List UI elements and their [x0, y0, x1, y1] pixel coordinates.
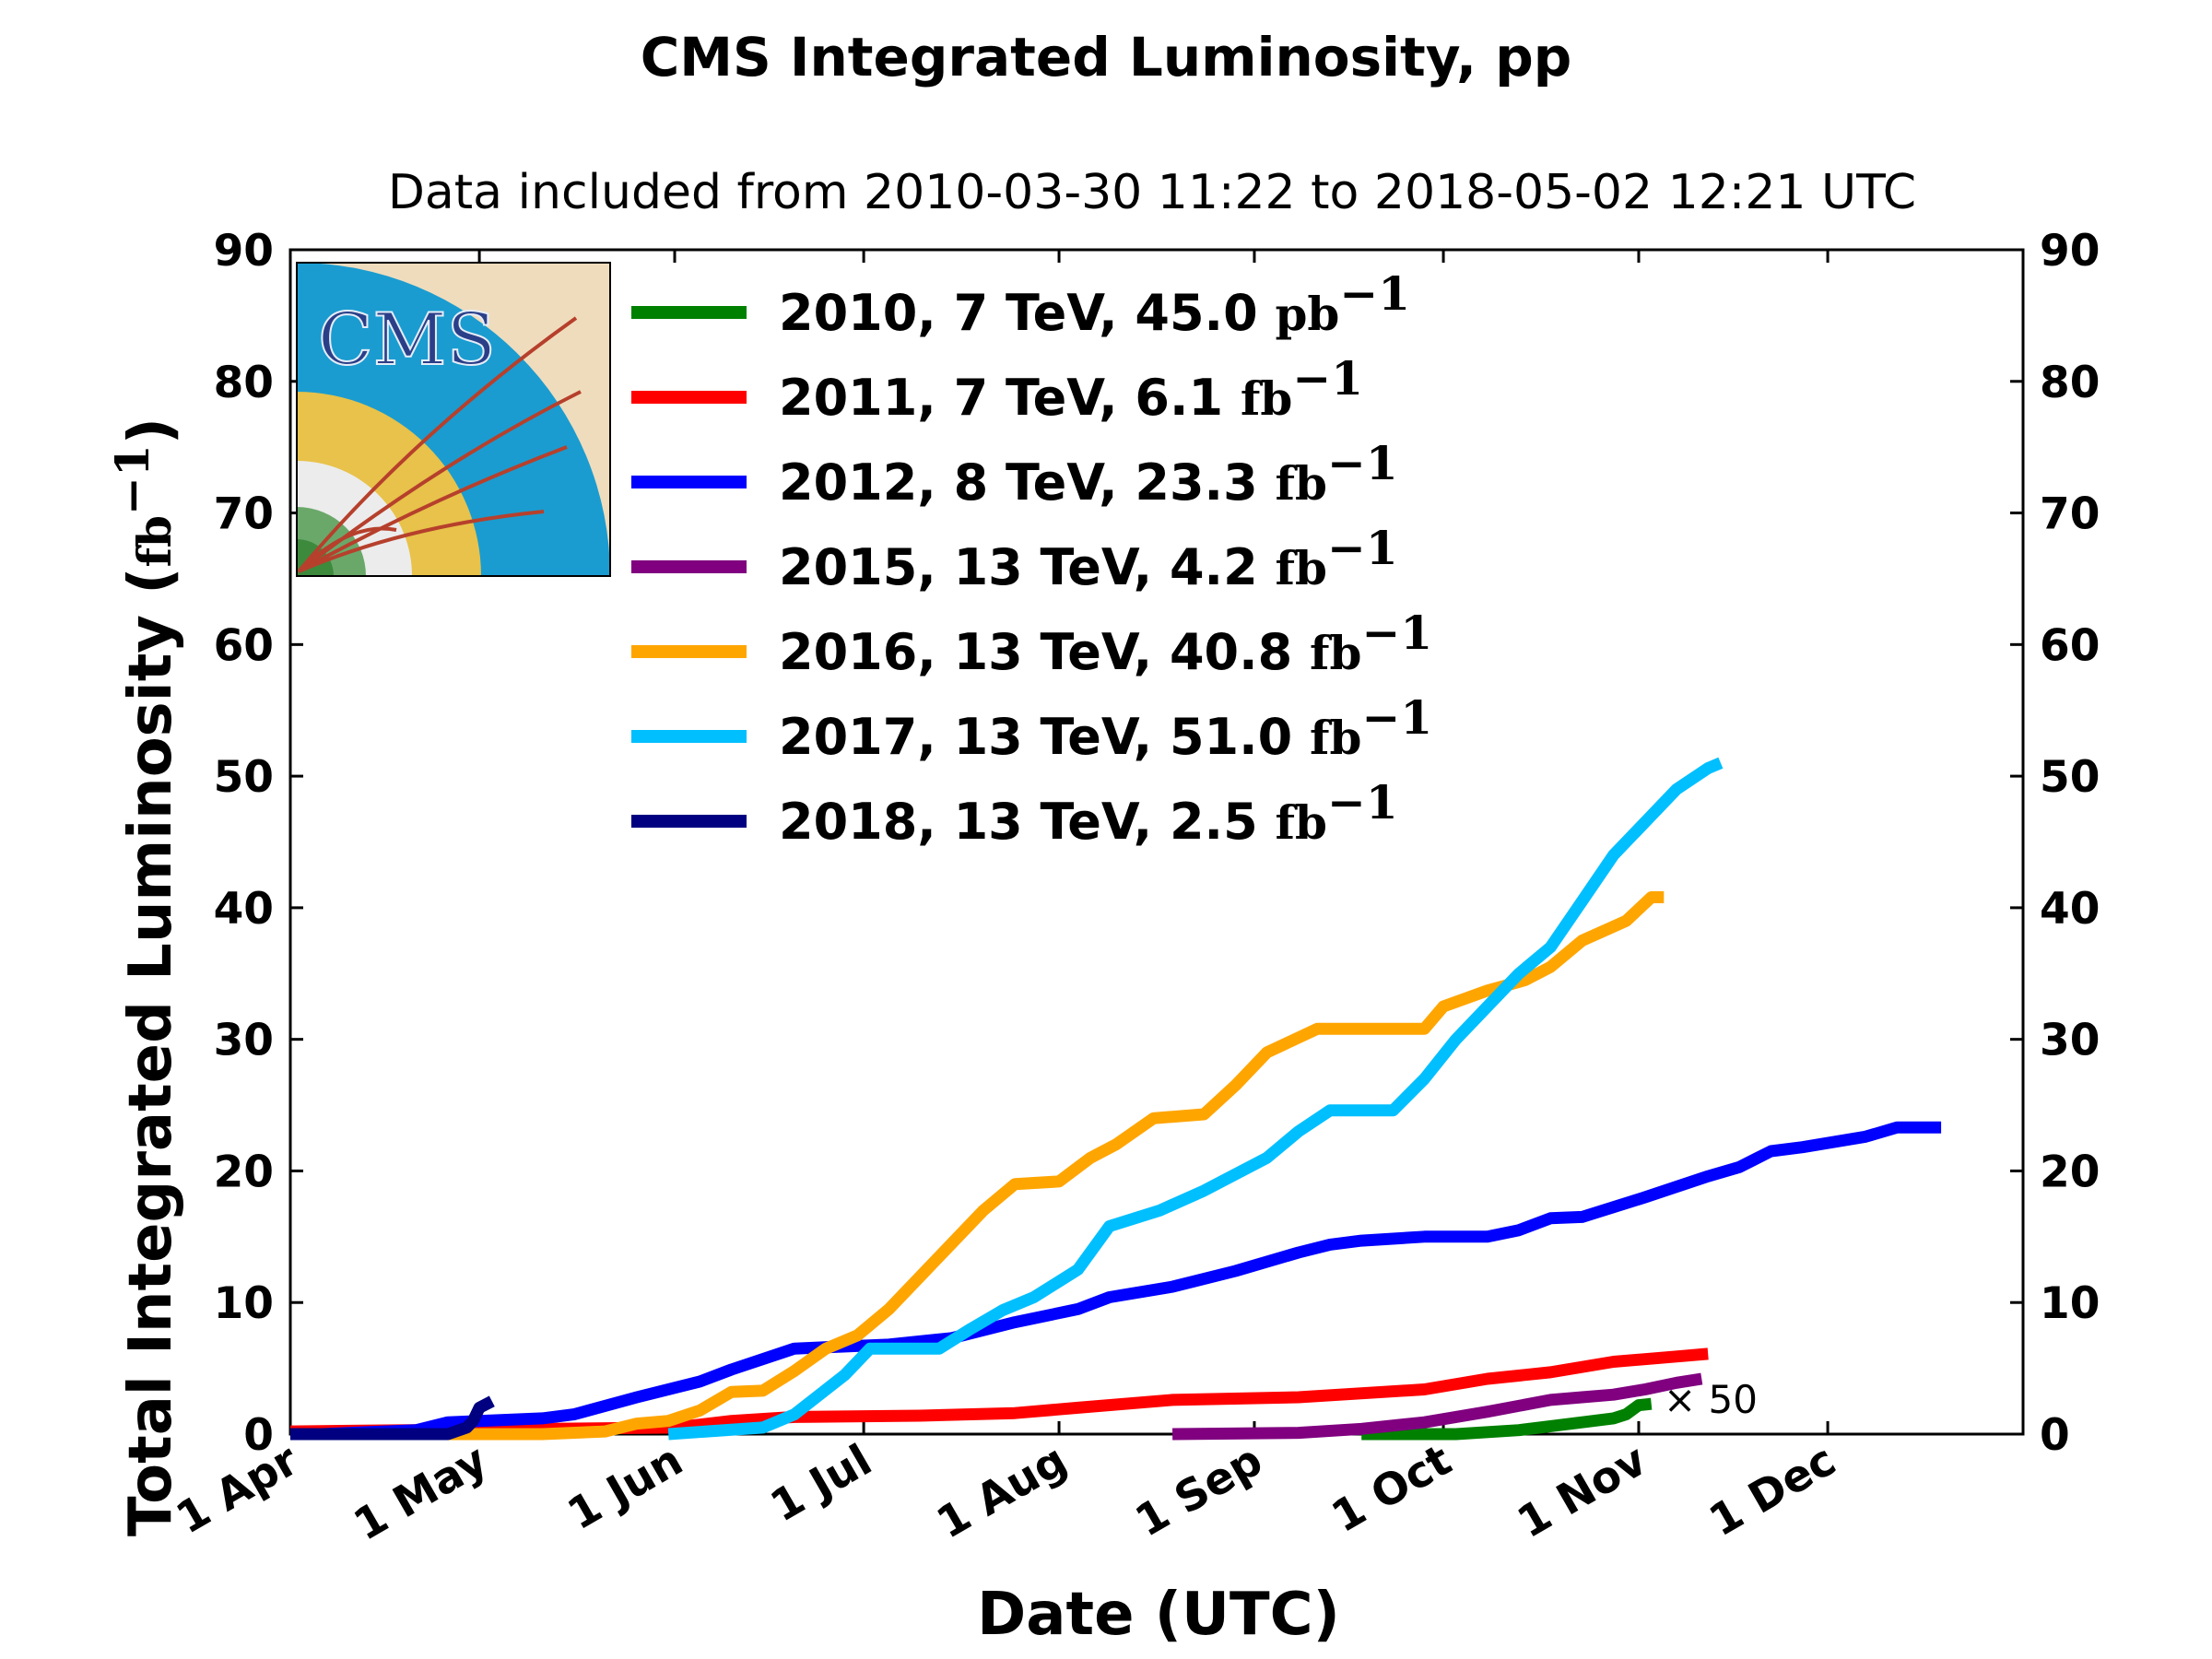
y-tick-label-right: 0 — [2040, 1410, 2070, 1461]
y-tick-label-left: 10 — [214, 1278, 274, 1329]
y-tick-label-left: 30 — [214, 1016, 274, 1066]
legend-label: 2010, 7 TeV, 45.0 pb−1 — [779, 266, 1410, 342]
y-tick-label-left: 0 — [243, 1410, 274, 1461]
x-tick-label: 1 Apr — [168, 1434, 307, 1544]
svg-text:CMS: CMS — [318, 299, 496, 382]
y-tick-label-left: 50 — [214, 752, 274, 803]
chart-title: CMS Integrated Luminosity, pp — [641, 26, 1572, 88]
y-tick-label-right: 80 — [2040, 358, 2100, 408]
x-tick-label: 1 Sep — [1127, 1435, 1271, 1547]
x-tick-label: 1 May — [346, 1435, 496, 1551]
y-tick-label-left: 70 — [214, 489, 274, 540]
series-line-2017 — [667, 757, 1724, 1441]
y-axis-label-close: ) — [117, 418, 185, 444]
x-axis-label: Date (UTC) — [977, 1581, 1340, 1649]
legend-label: 2017, 13 TeV, 51.0 fb−1 — [779, 690, 1432, 766]
x-tick-label: 1 Jul — [762, 1435, 880, 1533]
series-lines — [289, 757, 1942, 1441]
series-line-2015 — [1172, 1372, 1703, 1441]
y-tick-label-right: 20 — [2040, 1147, 2100, 1197]
y-tick-label-left: 90 — [214, 226, 274, 276]
x-tick-label: 1 Oct — [1324, 1435, 1460, 1543]
legend-label: 2016, 13 TeV, 40.8 fb−1 — [779, 606, 1432, 681]
legend-label: 2015, 13 TeV, 4.2 fb−1 — [779, 521, 1398, 596]
y-tick-label-left: 40 — [214, 884, 274, 935]
legend-label: 2012, 8 TeV, 23.3 fb−1 — [779, 436, 1398, 512]
x-tick-label: 1 Dec — [1701, 1435, 1845, 1547]
legend-label: 2011, 7 TeV, 6.1 fb−1 — [779, 351, 1363, 427]
x-tick-label: 1 Aug — [928, 1435, 1076, 1549]
y-axis-ticks: 0 0 10 10 20 20 30 30 40 40 50 50 60 60 70 70 80 80 90 90 — [214, 226, 2100, 1461]
y-axis-label-unit: fb — [127, 515, 182, 567]
y-tick-label-right: 90 — [2040, 226, 2100, 276]
x-tick-label: 1 Nov — [1509, 1435, 1655, 1548]
y-tick-label-right: 40 — [2040, 884, 2100, 935]
series-line-2010 — [1361, 1397, 1653, 1441]
series-line-2011 — [289, 1347, 1709, 1438]
y-tick-label-right: 50 — [2040, 752, 2100, 803]
scale-annotation: × 50 — [1664, 1377, 1758, 1422]
y-tick-label-right: 70 — [2040, 489, 2100, 540]
y-tick-label-right: 60 — [2040, 620, 2100, 671]
legend-label: 2018, 13 TeV, 2.5 fb−1 — [779, 775, 1398, 851]
x-tick-label: 1 Jun — [559, 1435, 691, 1540]
y-tick-label-right: 30 — [2040, 1016, 2100, 1066]
y-tick-label-right: 10 — [2040, 1278, 2100, 1329]
cms-logo: CMS — [296, 262, 611, 577]
series-line-2018 — [290, 1395, 495, 1441]
legend: 2010, 7 TeV, 45.0 pb−1 2011, 7 TeV, 6.1 f… — [631, 266, 1432, 851]
y-axis-label-exp: −1 — [105, 444, 159, 515]
chart-subtitle: Data included from 2010-03-30 11:22 to 2… — [388, 165, 1916, 220]
y-tick-label-left: 60 — [214, 620, 274, 671]
series-line-2012 — [321, 1121, 1942, 1441]
y-tick-label-left: 20 — [214, 1147, 274, 1197]
y-axis-label: Total Integrated Luminosity (fb−1) — [105, 418, 185, 1536]
y-tick-label-left: 80 — [214, 358, 274, 408]
y-axis-label-main: Total Integrated Luminosity ( — [117, 567, 185, 1536]
